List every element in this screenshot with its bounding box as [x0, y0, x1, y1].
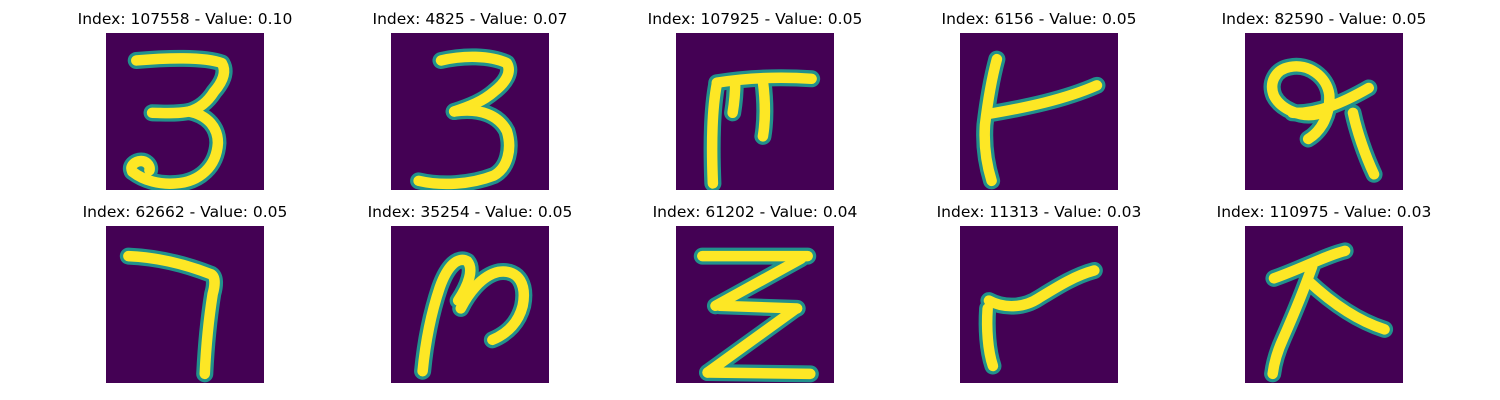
letter-r-icon [960, 226, 1118, 383]
digit-3-bold-icon [391, 33, 549, 190]
digit-3-icon [106, 33, 264, 190]
panel-title: Index: 61202 - Value: 0.04 [652, 203, 858, 221]
zigzag-z-icon [676, 226, 834, 383]
panel-title: Index: 107925 - Value: 0.05 [647, 10, 863, 28]
slanted-t-icon [960, 33, 1118, 190]
panel-title: Index: 4825 - Value: 0.07 [372, 10, 568, 28]
panel-title: Index: 82590 - Value: 0.05 [1221, 10, 1427, 28]
pi-shape-icon [676, 33, 834, 190]
letter-n-icon [391, 226, 549, 383]
digit-7-icon [106, 226, 264, 383]
panel-title: Index: 62662 - Value: 0.05 [82, 203, 288, 221]
panel-title: Index: 11313 - Value: 0.03 [936, 203, 1142, 221]
panel-title: Index: 6156 - Value: 0.05 [941, 10, 1137, 28]
panel-title: Index: 110975 - Value: 0.03 [1216, 203, 1432, 221]
panel-title: Index: 35254 - Value: 0.05 [367, 203, 573, 221]
panel-title: Index: 107558 - Value: 0.10 [77, 10, 293, 28]
letter-k-icon [1245, 226, 1403, 383]
looped-q-icon [1245, 33, 1403, 190]
